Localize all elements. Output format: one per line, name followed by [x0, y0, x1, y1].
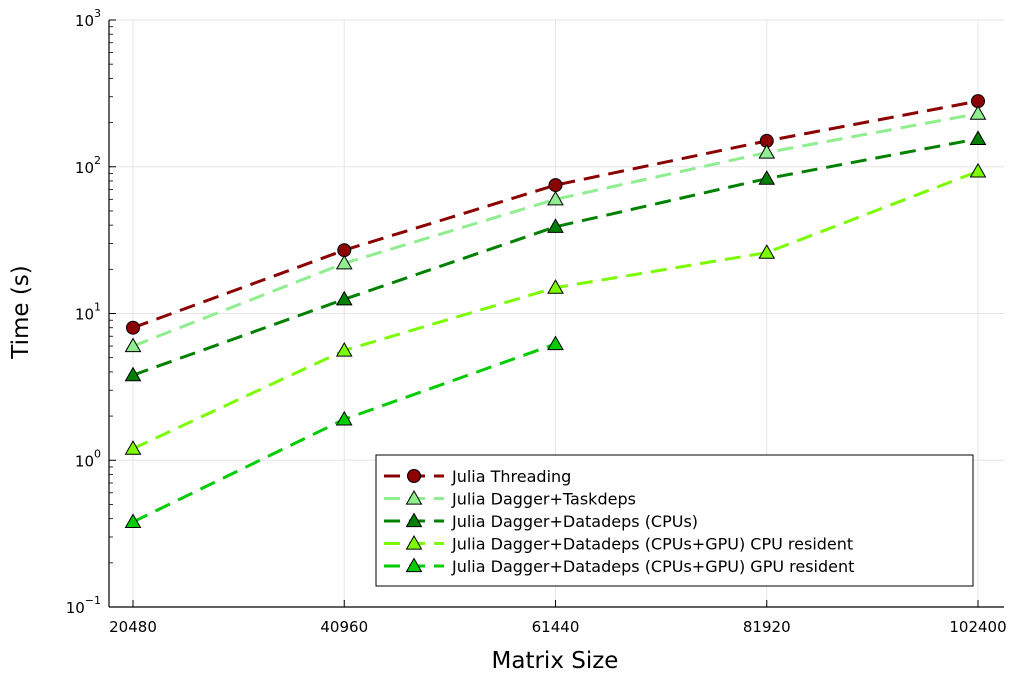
legend-label: Julia Dagger+Datadeps (CPUs): [451, 512, 698, 531]
data-point: [547, 335, 564, 351]
series-2: [124, 105, 987, 353]
x-tick-label: 81920: [743, 618, 791, 636]
legend-marker: [405, 557, 423, 573]
data-point: [548, 178, 563, 193]
legend-marker: [405, 489, 423, 505]
legend-box: [375, 454, 974, 587]
legend-marker: [405, 534, 423, 550]
y-tick-label: 101: [75, 301, 101, 324]
series-5: [124, 335, 564, 529]
y-tick-label: 10−1: [66, 594, 101, 617]
data-point: [969, 105, 987, 120]
x-axis-title: Matrix Size: [492, 648, 619, 674]
data-point: [758, 170, 776, 185]
legend-label: Julia Dagger+Datadeps (CPUs+GPU) CPU res…: [451, 535, 853, 554]
data-point: [335, 290, 353, 306]
series-line: [132, 99, 979, 330]
data-point: [124, 440, 142, 455]
x-tick-label: 61440: [532, 618, 580, 636]
legend-label: Julia Threading: [451, 467, 571, 486]
series-3: [124, 130, 987, 382]
series-layer: [124, 94, 987, 529]
legend-label: Julia Dagger+Datadeps (CPUs+GPU) GPU res…: [451, 557, 854, 576]
series-4: [124, 162, 987, 455]
data-point: [547, 218, 564, 233]
legend: Julia Threading Julia Dagger+Taskdeps Juli…: [375, 454, 974, 587]
data-point: [758, 144, 776, 159]
x-tick-label: 40960: [320, 618, 368, 636]
data-point: [758, 244, 776, 259]
ticks: 20480 40960 61440 81920 102400 10−1 100 101 102 1…: [66, 7, 1007, 636]
series-1: [126, 94, 985, 335]
data-point: [335, 254, 353, 270]
data-point: [547, 190, 564, 206]
data-point: [969, 130, 987, 145]
data-point: [547, 279, 564, 294]
x-tick-label: 102400: [949, 618, 1006, 636]
data-point: [335, 410, 353, 426]
y-axis-title: Time (s): [8, 265, 34, 360]
y-tick-label: 100: [75, 447, 101, 470]
data-point: [124, 513, 142, 529]
data-point: [124, 366, 142, 382]
legend-marker: [405, 512, 423, 528]
y-tick-label: 103: [75, 7, 101, 30]
legend-label: Julia Dagger+Taskdeps: [451, 490, 636, 509]
data-point: [126, 320, 140, 335]
data-point: [335, 341, 353, 357]
x-tick-label: 20480: [109, 618, 157, 636]
data-point: [124, 337, 142, 353]
legend-marker: [407, 469, 421, 483]
y-tick-label: 102: [75, 154, 101, 177]
series-line: [132, 112, 979, 348]
data-point: [969, 162, 987, 178]
series-line: [132, 137, 979, 377]
